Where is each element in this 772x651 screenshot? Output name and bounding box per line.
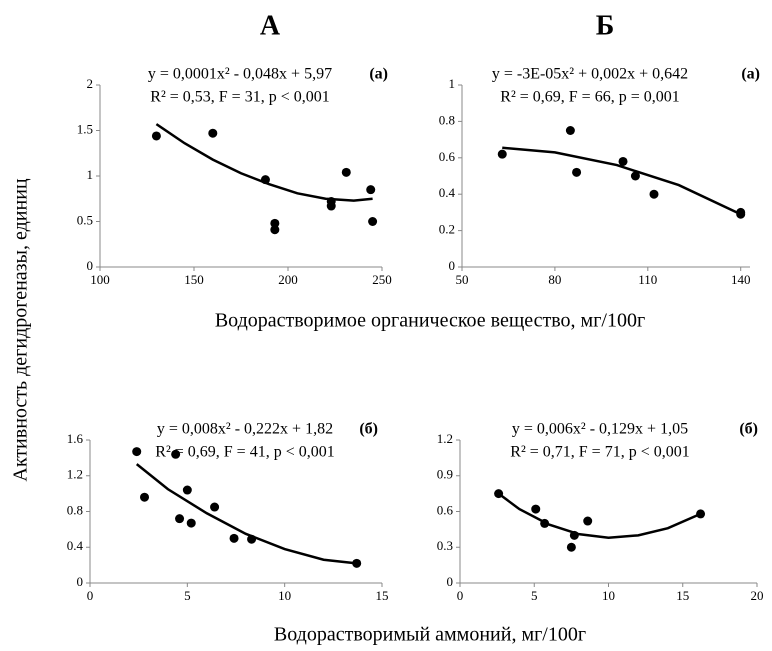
trend-line <box>155 123 373 202</box>
x-tick-label: 10 <box>602 588 615 603</box>
y-tick-label: 1.2 <box>67 467 83 482</box>
x-tick-label: 20 <box>751 588 764 603</box>
x-tick-label: 150 <box>184 272 204 287</box>
y-tick-label: 0.6 <box>439 149 456 164</box>
x-axis-label: Водорастворимое органическое вещество, м… <box>215 310 645 332</box>
equation: R² = 0,69, F = 66, p = 0,001 <box>500 89 679 106</box>
data-point <box>630 171 640 181</box>
y-tick-label: 0.4 <box>67 538 84 553</box>
data-point <box>566 542 576 552</box>
panel-label: (б) <box>359 421 378 438</box>
y-tick-label: 0 <box>449 258 456 273</box>
data-point <box>186 518 196 528</box>
x-tick-label: 110 <box>638 272 657 287</box>
y-tick-label: 1 <box>87 167 94 182</box>
data-point <box>208 128 218 138</box>
y-tick-label: 0.8 <box>67 502 83 517</box>
y-tick-label: 0 <box>87 258 94 273</box>
x-tick-label: 0 <box>87 588 94 603</box>
panel-label: (а) <box>369 66 388 83</box>
data-point <box>649 189 659 199</box>
data-point <box>366 185 376 195</box>
data-point <box>171 449 181 459</box>
x-tick-label: 15 <box>676 588 689 603</box>
y-tick-label: 0.5 <box>77 212 93 227</box>
data-point <box>572 167 582 177</box>
data-point <box>210 502 220 512</box>
data-point <box>531 504 541 514</box>
data-point <box>565 126 575 135</box>
data-point <box>270 225 280 235</box>
x-tick-label: 0 <box>457 588 464 603</box>
data-point <box>341 167 351 177</box>
data-point <box>229 533 239 543</box>
equation: y = -3E-05x² + 0,002x + 0,642 <box>492 66 688 83</box>
x-tick-label: 15 <box>376 588 389 603</box>
data-point <box>270 218 280 228</box>
trend-line <box>135 463 357 565</box>
data-point <box>368 217 378 226</box>
y-tick-label: 1 <box>449 76 456 91</box>
data-point <box>182 485 192 495</box>
data-point <box>140 492 150 502</box>
x-tick-label: 5 <box>531 588 538 603</box>
column-title: Б <box>596 10 615 41</box>
trend-line <box>497 492 702 539</box>
data-point <box>151 131 161 141</box>
x-tick-label: 10 <box>278 588 291 603</box>
y-tick-label: 0.9 <box>437 467 453 482</box>
trend-line <box>502 146 742 216</box>
equation: R² = 0,69, F = 41, p < 0,001 <box>155 444 334 461</box>
column-title: А <box>260 10 281 41</box>
x-tick-label: 100 <box>90 272 110 287</box>
y-axis-label: Активность дегидрогеназы, единиц <box>10 178 32 481</box>
x-tick-label: 140 <box>731 272 751 287</box>
x-tick-label: 80 <box>548 272 561 287</box>
data-point <box>175 514 185 524</box>
y-tick-label: 2 <box>87 76 94 91</box>
y-tick-label: 0.4 <box>439 185 456 200</box>
y-tick-label: 0.8 <box>439 112 455 127</box>
x-tick-label: 200 <box>278 272 298 287</box>
data-point <box>326 201 336 211</box>
equation: y = 0,006x² - 0,129x + 1,05 <box>512 421 688 438</box>
y-tick-label: 0 <box>447 574 454 589</box>
data-point <box>583 516 593 526</box>
panel-label: (а) <box>741 66 760 83</box>
y-tick-label: 0 <box>77 574 84 589</box>
equation: y = 0,0001x² - 0,048x + 5,97 <box>148 66 332 83</box>
data-point <box>132 447 142 457</box>
y-tick-label: 1.2 <box>437 431 453 446</box>
equation: R² = 0,71, F = 71, p < 0,001 <box>510 444 689 461</box>
y-tick-label: 1.5 <box>77 121 93 136</box>
data-point <box>618 156 628 166</box>
data-point <box>497 149 507 159</box>
equation: R² = 0,53, F = 31, p < 0,001 <box>150 89 329 106</box>
x-tick-label: 50 <box>456 272 469 287</box>
equation: y = 0,008x² - 0,222x + 1,82 <box>157 421 333 438</box>
x-axis-label: Водорастворимый аммоний, мг/100г <box>274 624 586 646</box>
y-tick-label: 0.3 <box>437 538 453 553</box>
panel-label: (б) <box>739 421 758 438</box>
y-tick-label: 0.6 <box>437 502 454 517</box>
y-tick-label: 1.6 <box>67 431 84 446</box>
x-tick-label: 250 <box>372 272 392 287</box>
x-tick-label: 5 <box>184 588 191 603</box>
y-tick-label: 0.2 <box>439 222 455 237</box>
